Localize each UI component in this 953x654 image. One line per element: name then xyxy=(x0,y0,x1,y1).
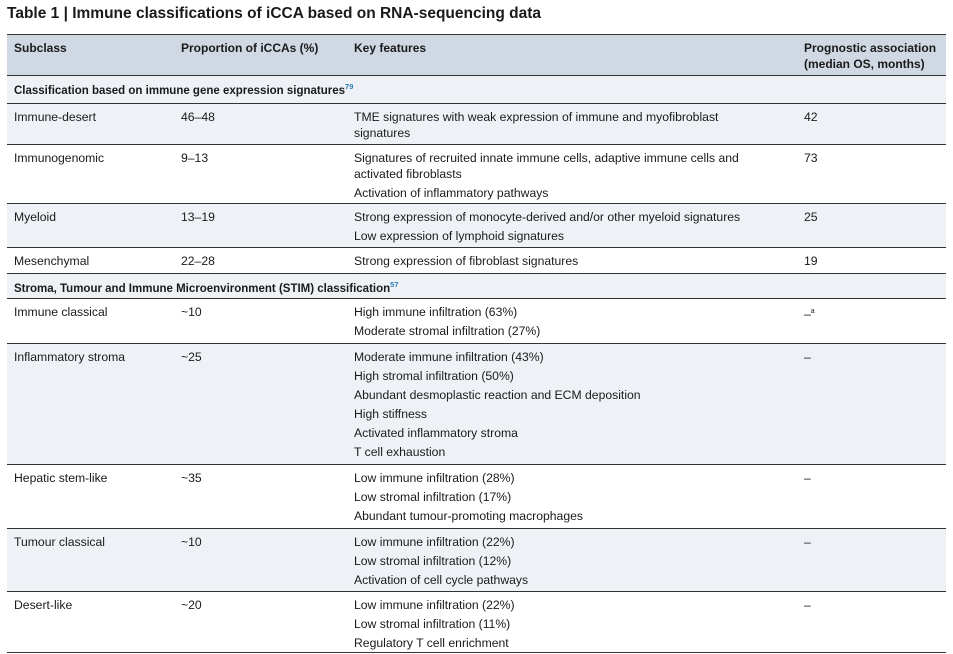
feature-item: High stromal infiltration (50%) xyxy=(354,369,514,383)
header-prognostic: Prognostic association (median OS, month… xyxy=(804,41,937,71)
section-header-immune-gene-signatures: Classification based on immune gene expr… xyxy=(7,76,946,104)
table-title: Table 1 | Immune classifications of iCCA… xyxy=(7,5,542,22)
cell-proportion: 13–19 xyxy=(181,210,215,224)
cell-features: Signatures of recruited innate immune ce… xyxy=(354,150,774,204)
cell-os: – xyxy=(804,598,811,612)
cell-features: Strong expression of fibroblast signatur… xyxy=(354,253,774,272)
cell-subclass: Immune classical xyxy=(14,305,108,319)
table-row: Desert-like ~20 Low immune infiltration … xyxy=(7,592,946,652)
cell-features: Moderate immune infiltration (43%) High … xyxy=(354,349,774,463)
reference-link[interactable]: 57 xyxy=(390,280,399,289)
cell-features: High immune infiltration (63%) Moderate … xyxy=(354,304,774,342)
cell-features: Strong expression of monocyte-derived an… xyxy=(354,209,774,247)
feature-item: Abundant desmoplastic reaction and ECM d… xyxy=(354,388,641,402)
feature-item: Activated inflammatory stroma xyxy=(354,426,518,440)
feature-item: Strong expression of monocyte-derived an… xyxy=(354,210,741,224)
table-header-row: Subclass Proportion of iCCAs (%) Key fea… xyxy=(7,35,946,76)
feature-item: Low immune infiltration (22%) xyxy=(354,535,515,549)
cell-subclass: Immune-desert xyxy=(14,110,96,124)
feature-item: Low immune infiltration (22%) xyxy=(354,598,515,612)
cell-proportion: 46–48 xyxy=(181,110,215,124)
cell-proportion: 22–28 xyxy=(181,254,215,268)
table-row: Immune classical ~10 High immune infiltr… xyxy=(7,299,946,344)
reference-link[interactable]: 79 xyxy=(345,82,354,91)
feature-item: Signatures of recruited innate immune ce… xyxy=(354,151,739,181)
cell-features: TME signatures with weak expression of i… xyxy=(354,109,774,144)
cell-subclass: Tumour classical xyxy=(14,535,105,549)
cell-subclass: Mesenchymal xyxy=(14,254,90,268)
feature-item: Regulatory T cell enrichment xyxy=(354,636,509,650)
table-row: Inflammatory stroma ~25 Moderate immune … xyxy=(7,344,946,465)
table-row: Mesenchymal 22–28 Strong expression of f… xyxy=(7,248,946,274)
cell-features: Low immune infiltration (28%) Low stroma… xyxy=(354,470,774,527)
cell-proportion: 9–13 xyxy=(181,151,209,165)
feature-item: T cell exhaustion xyxy=(354,445,446,459)
feature-item: Strong expression of fibroblast signatur… xyxy=(354,254,579,268)
feature-item: Low stromal infiltration (12%) xyxy=(354,554,512,568)
cell-os: – xyxy=(804,535,811,549)
feature-item: TME signatures with weak expression of i… xyxy=(354,110,719,140)
feature-item: Abundant tumour-promoting macrophages xyxy=(354,509,583,523)
feature-item: Low expression of lymphoid signatures xyxy=(354,229,565,243)
feature-item: Moderate immune infiltration (43%) xyxy=(354,350,544,364)
cell-os: 25 xyxy=(804,210,818,224)
cell-subclass: Hepatic stem-like xyxy=(14,471,108,485)
header-proportion: Proportion of iCCAs (%) xyxy=(181,41,319,55)
cell-os: 42 xyxy=(804,110,818,124)
feature-item: Moderate stromal infiltration (27%) xyxy=(354,324,541,338)
immune-classification-table: Subclass Proportion of iCCAs (%) Key fea… xyxy=(7,34,946,653)
cell-os: – xyxy=(804,350,811,364)
table-row: Myeloid 13–19 Strong expression of monoc… xyxy=(7,204,946,248)
cell-subclass: Inflammatory stroma xyxy=(14,350,126,364)
cell-proportion: ~20 xyxy=(181,598,202,612)
cell-os: 73 xyxy=(804,151,818,165)
cell-features: Low immune infiltration (22%) Low stroma… xyxy=(354,534,774,591)
feature-item: Low immune infiltration (28%) xyxy=(354,471,515,485)
table-row: Immunogenomic 9–13 Signatures of recruit… xyxy=(7,145,946,204)
footnote-marker: a xyxy=(810,308,815,315)
table-row: Hepatic stem-like ~35 Low immune infiltr… xyxy=(7,465,946,529)
cell-proportion: ~10 xyxy=(181,535,202,549)
table-row: Immune-desert 46–48 TME signatures with … xyxy=(7,104,946,145)
cell-subclass: Immunogenomic xyxy=(14,151,105,165)
header-subclass: Subclass xyxy=(14,41,67,55)
cell-proportion: ~35 xyxy=(181,471,202,485)
section-header-stim-classification: Stroma, Tumour and Immune Microenvironme… xyxy=(7,274,946,299)
feature-item: Low stromal infiltration (17%) xyxy=(354,490,512,504)
cell-proportion: ~10 xyxy=(181,305,202,319)
feature-item: Low stromal infiltration (11%) xyxy=(354,617,511,631)
cell-os: – xyxy=(804,471,811,485)
feature-item: Activation of inflammatory pathways xyxy=(354,186,549,200)
feature-item: High immune infiltration (63%) xyxy=(354,305,518,319)
cell-proportion: ~25 xyxy=(181,350,202,364)
feature-item: High stiffness xyxy=(354,407,427,421)
cell-subclass: Desert-like xyxy=(14,598,73,612)
header-key-features: Key features xyxy=(354,41,427,55)
cell-subclass: Myeloid xyxy=(14,210,56,224)
feature-item: Activation of cell cycle pathways xyxy=(354,573,529,587)
table-row: Tumour classical ~10 Low immune infiltra… xyxy=(7,529,946,592)
cell-os: 19 xyxy=(804,254,818,268)
cell-os: –a xyxy=(804,307,815,322)
cell-features: Low immune infiltration (22%) Low stroma… xyxy=(354,597,774,654)
